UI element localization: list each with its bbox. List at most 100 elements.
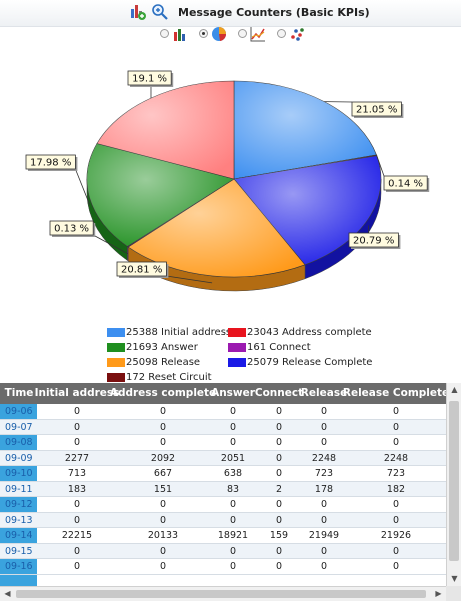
vertical-scrollbar[interactable]: ▲ ▼ [446, 383, 461, 586]
value-cell: 713 [67, 468, 87, 479]
horizontal-scrollbar[interactable]: ◀ ▶ [0, 586, 446, 601]
bar-chart-icon[interactable] [172, 26, 188, 42]
value-cell: 2 [275, 483, 283, 495]
value-cell: 0 [159, 545, 167, 557]
percent-label-box [127, 70, 172, 86]
data-table: Time Initial address Address complete An… [0, 383, 461, 601]
value-cell: 151 [153, 483, 173, 495]
table-row[interactable]: 09-08 0 0 0 0 0 0 [0, 435, 446, 451]
time-cell: 09-07 [5, 421, 33, 433]
chart-export-icon[interactable] [129, 3, 147, 21]
table-row[interactable]: 09-12 0 0 0 0 0 0 [0, 497, 446, 513]
value-cell: 2051 [220, 452, 246, 464]
row-divider [0, 511, 446, 513]
scroll-up-arrow-icon[interactable]: ▲ [451, 385, 458, 394]
table-row[interactable]: 09-11 183 151 83 2 178 182 [0, 481, 446, 497]
table-row[interactable]: 09-06 0 0 0 0 0 0 [0, 404, 446, 420]
value-cell: 2277 [64, 452, 90, 464]
pie-tops [86, 80, 382, 278]
column-header-time[interactable]: Time [4, 387, 34, 399]
column-header-release-complete[interactable]: Release Complete [342, 387, 450, 399]
column-header-answer[interactable]: Answer [211, 387, 255, 399]
value-cell: 0 [275, 437, 283, 448]
column-header-connect[interactable]: Connect [254, 387, 304, 399]
percent-label-box [25, 154, 76, 170]
legend-swatch [107, 358, 125, 367]
value-cell: 21949 [308, 530, 340, 541]
value-cell: 2092 [150, 452, 176, 464]
value-cell: 2248 [311, 452, 337, 464]
legend-swatch [228, 343, 246, 352]
legend-swatch [228, 328, 246, 337]
scroll-down-arrow-icon[interactable]: ▼ [451, 574, 458, 583]
column-header-initial-address[interactable]: Initial address [34, 387, 120, 399]
horizontal-scroll-thumb[interactable] [16, 590, 426, 598]
value-cell: 0 [159, 421, 167, 433]
row-divider [0, 418, 446, 420]
row-divider [0, 480, 446, 482]
scatter-chart-icon[interactable] [289, 26, 305, 42]
value-cell: 0 [159, 514, 167, 526]
value-cell: 0 [73, 499, 81, 510]
scroll-right-arrow-icon[interactable]: ▶ [435, 589, 442, 598]
value-cell: 159 [269, 530, 289, 541]
value-cell: 0 [159, 437, 167, 448]
value-cell: 83 [226, 483, 240, 495]
percent-label-box [348, 232, 399, 248]
table-row[interactable]: 09-16 0 0 0 0 0 0 [0, 559, 446, 575]
value-cell: 0 [229, 437, 237, 448]
value-cell: 0 [275, 545, 283, 557]
bar-chart-radio[interactable] [160, 29, 169, 38]
time-cell: 09-09 [5, 452, 33, 464]
chart-type-selector [0, 26, 461, 46]
table-row[interactable]: 09-10 713 667 638 0 723 723 [0, 466, 446, 482]
value-cell: 183 [67, 483, 87, 495]
value-cell: 178 [314, 483, 334, 495]
value-cell: 638 [223, 468, 243, 479]
value-cell: 0 [73, 514, 81, 526]
value-cell: 0 [392, 421, 400, 433]
value-cell: 723 [386, 468, 406, 479]
row-divider [0, 527, 446, 528]
legend-swatch [107, 373, 125, 382]
value-cell: 20133 [147, 530, 179, 541]
value-cell: 0 [320, 421, 328, 433]
line-chart-icon[interactable] [250, 26, 266, 42]
pie-labels: 21.05 % 0.14 % 20.79 % 20.81 % 0.13 % 17.98 %… [25, 70, 430, 284]
pie-chart-radio[interactable] [199, 29, 208, 38]
label-leader-line [93, 234, 128, 255]
percent-label-box [383, 175, 428, 191]
zoom-icon[interactable] [151, 3, 169, 21]
time-cell: 09-08 [5, 437, 33, 448]
line-chart-radio[interactable] [238, 29, 247, 38]
value-cell: 18921 [217, 530, 249, 541]
percent-label-box [49, 220, 94, 236]
scrollbar-corner [446, 586, 461, 601]
table-row[interactable]: 09-07 0 0 0 0 0 0 [0, 419, 446, 435]
value-cell: 0 [320, 437, 328, 448]
table-row[interactable]: 09-15 0 0 0 0 0 0 [0, 543, 446, 559]
value-cell: 0 [73, 545, 81, 557]
table-row[interactable]: 09-09 2277 2092 2051 0 2248 2248 [0, 450, 446, 466]
value-cell: 723 [314, 468, 334, 479]
table-row[interactable]: 09-13 0 0 0 0 0 0 [0, 512, 446, 528]
legend-swatch [228, 358, 246, 367]
column-header-release[interactable]: Release [300, 387, 348, 399]
table-row[interactable]: 09-14 22215 20133 18921 159 21949 21926 [0, 528, 446, 544]
time-cell: 09-06 [5, 406, 33, 417]
pie-sides [86, 178, 382, 292]
scatter-chart-radio[interactable] [277, 29, 286, 38]
label-leader-line [166, 275, 213, 284]
title-bar: Message Counters (Basic KPIs) [0, 0, 461, 27]
percent-label: 19.1 % [132, 74, 167, 85]
scroll-left-arrow-icon[interactable]: ◀ [4, 589, 11, 598]
column-header-address-complete[interactable]: Address complete [109, 387, 217, 399]
row-divider [0, 434, 446, 435]
vertical-scroll-thumb[interactable] [449, 401, 459, 561]
value-cell: 0 [73, 437, 81, 448]
pie-slice-highlight [234, 155, 381, 265]
time-cell: 09-13 [5, 514, 33, 526]
pie-chart-icon[interactable] [211, 26, 227, 42]
value-cell: 0 [275, 468, 283, 479]
value-cell: 0 [275, 561, 283, 572]
